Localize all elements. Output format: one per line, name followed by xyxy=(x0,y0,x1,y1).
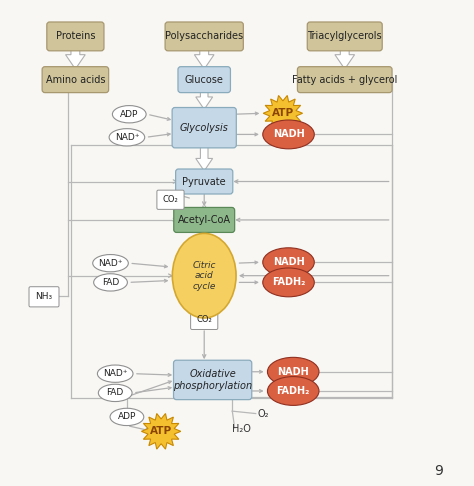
Text: Citric
acid
cycle: Citric acid cycle xyxy=(192,261,216,291)
Text: Pyruvate: Pyruvate xyxy=(182,176,226,187)
Ellipse shape xyxy=(263,248,314,277)
Text: ADP: ADP xyxy=(118,413,136,421)
Ellipse shape xyxy=(98,384,132,401)
Text: NAD⁺: NAD⁺ xyxy=(115,133,139,142)
Text: NADH: NADH xyxy=(273,129,304,139)
Text: FAD: FAD xyxy=(107,388,124,398)
Ellipse shape xyxy=(97,365,133,382)
FancyBboxPatch shape xyxy=(178,67,230,93)
FancyBboxPatch shape xyxy=(42,67,109,93)
FancyBboxPatch shape xyxy=(297,67,392,93)
Text: NAD⁺: NAD⁺ xyxy=(98,259,123,268)
Text: ATP: ATP xyxy=(272,108,294,118)
Ellipse shape xyxy=(112,105,146,123)
Ellipse shape xyxy=(263,268,314,297)
Polygon shape xyxy=(335,49,355,69)
Text: FAD: FAD xyxy=(102,278,119,287)
Text: NH₃: NH₃ xyxy=(36,292,53,301)
Ellipse shape xyxy=(267,377,319,405)
Text: FADH₂: FADH₂ xyxy=(272,278,305,287)
Ellipse shape xyxy=(263,120,314,149)
FancyBboxPatch shape xyxy=(173,360,252,399)
FancyBboxPatch shape xyxy=(176,169,233,194)
Text: NADH: NADH xyxy=(277,367,309,377)
Text: ADP: ADP xyxy=(120,110,138,119)
Ellipse shape xyxy=(110,408,144,426)
Polygon shape xyxy=(65,49,85,69)
FancyBboxPatch shape xyxy=(29,287,59,307)
Text: H₂O: H₂O xyxy=(232,424,251,434)
Text: O₂: O₂ xyxy=(257,409,268,418)
Ellipse shape xyxy=(93,255,128,272)
FancyBboxPatch shape xyxy=(165,22,243,51)
Polygon shape xyxy=(263,95,302,131)
Polygon shape xyxy=(197,301,212,318)
FancyBboxPatch shape xyxy=(47,22,104,51)
FancyBboxPatch shape xyxy=(174,208,235,232)
Polygon shape xyxy=(197,221,212,231)
Text: Amino acids: Amino acids xyxy=(46,75,105,85)
Polygon shape xyxy=(196,145,213,171)
Text: FADH₂: FADH₂ xyxy=(276,386,310,396)
Text: CO₂: CO₂ xyxy=(163,195,178,204)
Text: 9: 9 xyxy=(434,464,443,478)
FancyBboxPatch shape xyxy=(157,190,184,209)
Ellipse shape xyxy=(94,274,128,291)
Polygon shape xyxy=(194,49,214,69)
Ellipse shape xyxy=(109,129,145,146)
FancyBboxPatch shape xyxy=(191,310,218,330)
Text: NADH: NADH xyxy=(273,257,304,267)
Polygon shape xyxy=(196,90,213,109)
Text: Glycolysis: Glycolysis xyxy=(180,122,228,133)
Ellipse shape xyxy=(173,233,236,318)
Ellipse shape xyxy=(267,357,319,386)
Text: CO₂: CO₂ xyxy=(196,315,212,324)
Polygon shape xyxy=(141,414,181,449)
FancyBboxPatch shape xyxy=(172,107,237,148)
Text: Glucose: Glucose xyxy=(185,75,224,85)
Text: Polysaccharides: Polysaccharides xyxy=(165,32,243,41)
Text: NAD⁺: NAD⁺ xyxy=(103,369,128,378)
Text: Oxidative
phosphorylation: Oxidative phosphorylation xyxy=(173,369,252,391)
Text: Proteins: Proteins xyxy=(55,32,95,41)
Text: Triacylglycerols: Triacylglycerols xyxy=(308,32,382,41)
Text: ATP: ATP xyxy=(150,426,172,436)
Text: Acetyl-CoA: Acetyl-CoA xyxy=(178,215,231,225)
FancyBboxPatch shape xyxy=(307,22,382,51)
Text: Fatty acids + glycerol: Fatty acids + glycerol xyxy=(292,75,397,85)
